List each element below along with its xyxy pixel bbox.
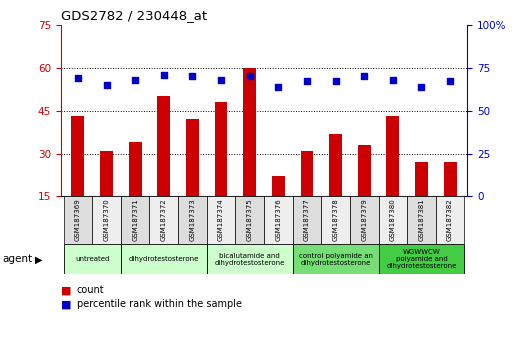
Text: GSM187371: GSM187371: [132, 198, 138, 241]
Bar: [407, 196, 436, 244]
Point: [102, 82, 111, 88]
Bar: [235, 196, 264, 244]
Text: ▶: ▶: [35, 254, 43, 264]
Point: [446, 79, 454, 84]
Bar: [121, 244, 207, 274]
Text: agent: agent: [3, 254, 33, 264]
Bar: [207, 196, 235, 244]
Bar: [415, 162, 428, 196]
Text: control polyamide an
dihydrotestosterone: control polyamide an dihydrotestosterone: [298, 253, 373, 266]
Bar: [63, 196, 92, 244]
Text: GSM187370: GSM187370: [103, 198, 109, 241]
Bar: [358, 145, 371, 196]
Bar: [243, 68, 256, 196]
Bar: [329, 133, 342, 196]
Bar: [71, 116, 84, 196]
Text: GSM187380: GSM187380: [390, 198, 396, 241]
Bar: [149, 196, 178, 244]
Text: GSM187376: GSM187376: [275, 198, 281, 241]
Bar: [121, 196, 149, 244]
Bar: [63, 244, 121, 274]
Bar: [321, 196, 350, 244]
Bar: [129, 142, 142, 196]
Point: [303, 79, 311, 84]
Text: untreated: untreated: [75, 256, 109, 262]
Text: GSM187381: GSM187381: [419, 198, 425, 241]
Text: WGWWCW
polyamide and
dihydrotestosterone: WGWWCW polyamide and dihydrotestosterone: [386, 249, 457, 269]
Text: ■: ■: [61, 299, 71, 309]
Point: [131, 77, 139, 82]
Bar: [436, 196, 465, 244]
Text: count: count: [77, 285, 104, 295]
Text: GSM187372: GSM187372: [161, 198, 167, 240]
Bar: [186, 119, 199, 196]
Point: [332, 79, 340, 84]
Text: ■: ■: [61, 285, 71, 295]
Text: GSM187374: GSM187374: [218, 198, 224, 240]
Text: dihydrotestosterone: dihydrotestosterone: [129, 256, 199, 262]
Bar: [379, 196, 407, 244]
Text: GSM187382: GSM187382: [447, 198, 453, 240]
Point: [360, 73, 369, 79]
Point: [246, 73, 254, 79]
Point: [188, 73, 196, 79]
Bar: [264, 196, 293, 244]
Bar: [207, 244, 293, 274]
Text: GSM187379: GSM187379: [361, 198, 367, 241]
Bar: [300, 151, 314, 196]
Bar: [178, 196, 207, 244]
Bar: [293, 196, 321, 244]
Point: [74, 75, 82, 81]
Text: percentile rank within the sample: percentile rank within the sample: [77, 299, 242, 309]
Text: GSM187375: GSM187375: [247, 198, 253, 240]
Text: GDS2782 / 230448_at: GDS2782 / 230448_at: [61, 9, 207, 22]
Point: [274, 84, 282, 90]
Bar: [386, 116, 399, 196]
Text: GSM187369: GSM187369: [75, 198, 81, 241]
Text: GSM187373: GSM187373: [190, 198, 195, 241]
Point: [389, 77, 397, 82]
Text: GSM187378: GSM187378: [333, 198, 338, 241]
Bar: [214, 102, 228, 196]
Point: [417, 84, 426, 90]
Text: GSM187377: GSM187377: [304, 198, 310, 241]
Bar: [350, 196, 379, 244]
Bar: [157, 96, 170, 196]
Bar: [444, 162, 457, 196]
Point: [159, 72, 168, 78]
Bar: [293, 244, 379, 274]
Text: bicalutamide and
dihydrotestosterone: bicalutamide and dihydrotestosterone: [214, 253, 285, 266]
Point: [217, 77, 225, 82]
Bar: [272, 176, 285, 196]
Bar: [100, 151, 113, 196]
Bar: [92, 196, 121, 244]
Bar: [379, 244, 465, 274]
